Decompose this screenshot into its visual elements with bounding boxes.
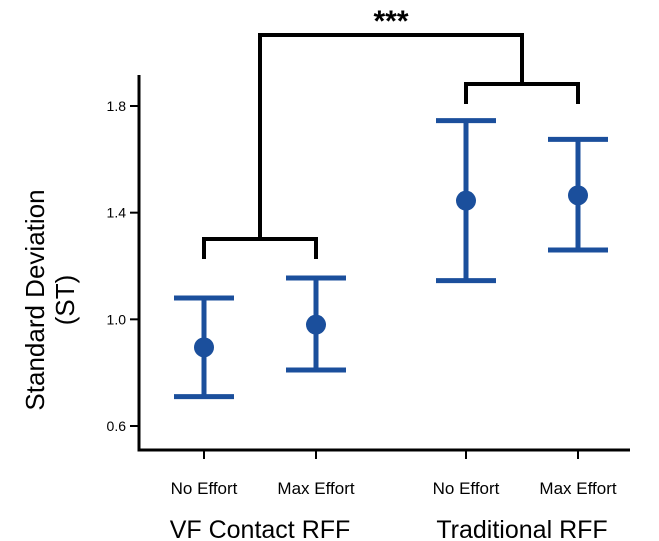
bracket-traditional [464,82,580,104]
significance-label: *** [373,5,408,38]
y-tick-label: 1.0 [107,311,127,327]
significance-brackets [202,33,580,259]
x-tick-label: No Effort [171,479,238,498]
labels: 0.6 1.0 1.4 1.8 No Effort Max Effort VF Contac… [20,5,617,541]
axes [130,75,630,459]
y-axis-label: Standard Deviation(ST) [20,189,80,410]
x-tick-label: Max Effort [277,479,354,498]
bracket-between-groups [258,33,524,239]
data-point [568,185,588,206]
data-point [194,337,214,358]
group-label: VF Contact RFF [170,516,351,541]
x-tick-label: Max Effort [539,479,616,498]
bracket-vf-contact [202,237,318,259]
y-tick-label: 0.6 [107,418,127,434]
data-marks [174,118,608,400]
data-point [306,314,326,335]
data-point [456,190,476,211]
group-label: Traditional RFF [436,516,607,541]
y-tick-label: 1.8 [107,98,127,114]
y-tick-label: 1.4 [107,205,127,221]
x-tick-label: No Effort [433,479,500,498]
